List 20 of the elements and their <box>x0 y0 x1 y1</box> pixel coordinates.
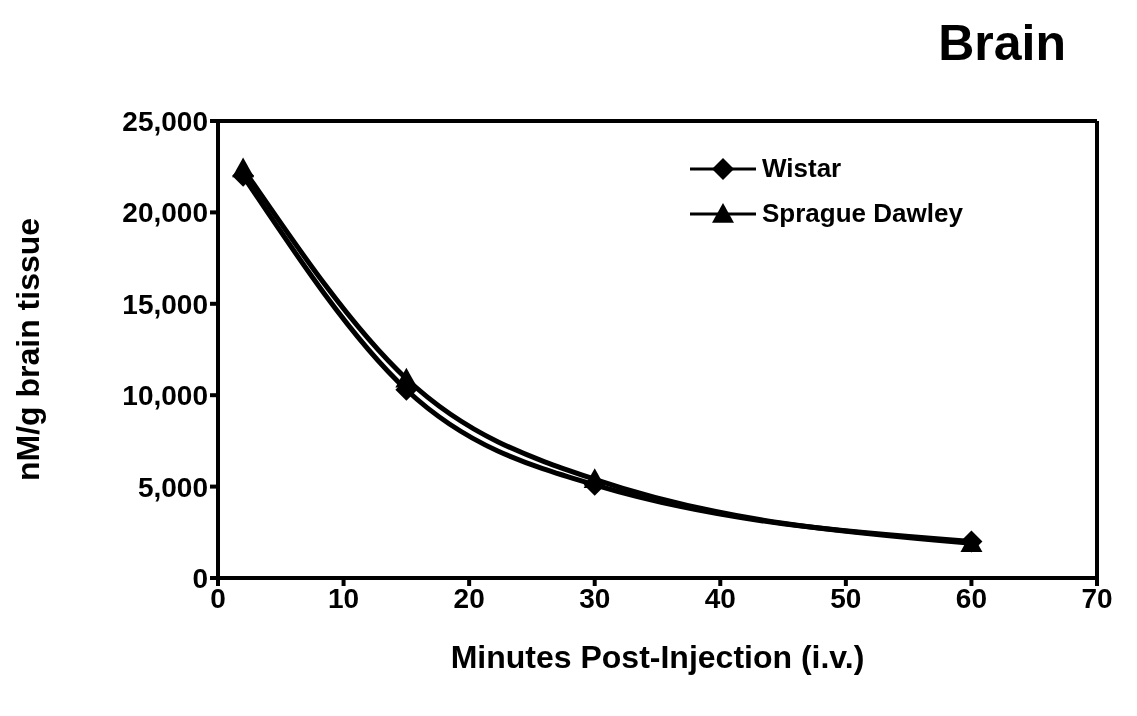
point <box>232 157 255 178</box>
y-axis-title: nM/g brain tissue <box>10 217 47 482</box>
chart-title: Brain <box>937 14 1067 73</box>
x-tick-label: 60 <box>955 582 988 614</box>
y-tick-label: 25,000 <box>122 105 208 137</box>
y-tick-label: 5,000 <box>137 471 208 503</box>
legend-label: Sprague Dawley <box>762 198 963 229</box>
x-tick-label: 30 <box>579 582 611 614</box>
x-tick-label: 70 <box>1081 582 1113 614</box>
x-tick-label: 20 <box>453 582 485 614</box>
y-tick-label: 20,000 <box>122 197 208 229</box>
x-tick-label: 40 <box>704 582 736 614</box>
y-tick-label: 15,000 <box>122 288 208 320</box>
y-tick-label: 0 <box>192 562 208 594</box>
y-tick-label: 10,000 <box>122 380 208 412</box>
legend-label: Wistar <box>762 153 842 184</box>
x-tick-label: 50 <box>830 582 862 614</box>
x-axis-title: Minutes Post-Injection (i.v.) <box>450 639 865 675</box>
x-tick-label: 10 <box>327 582 360 614</box>
point <box>395 367 418 388</box>
